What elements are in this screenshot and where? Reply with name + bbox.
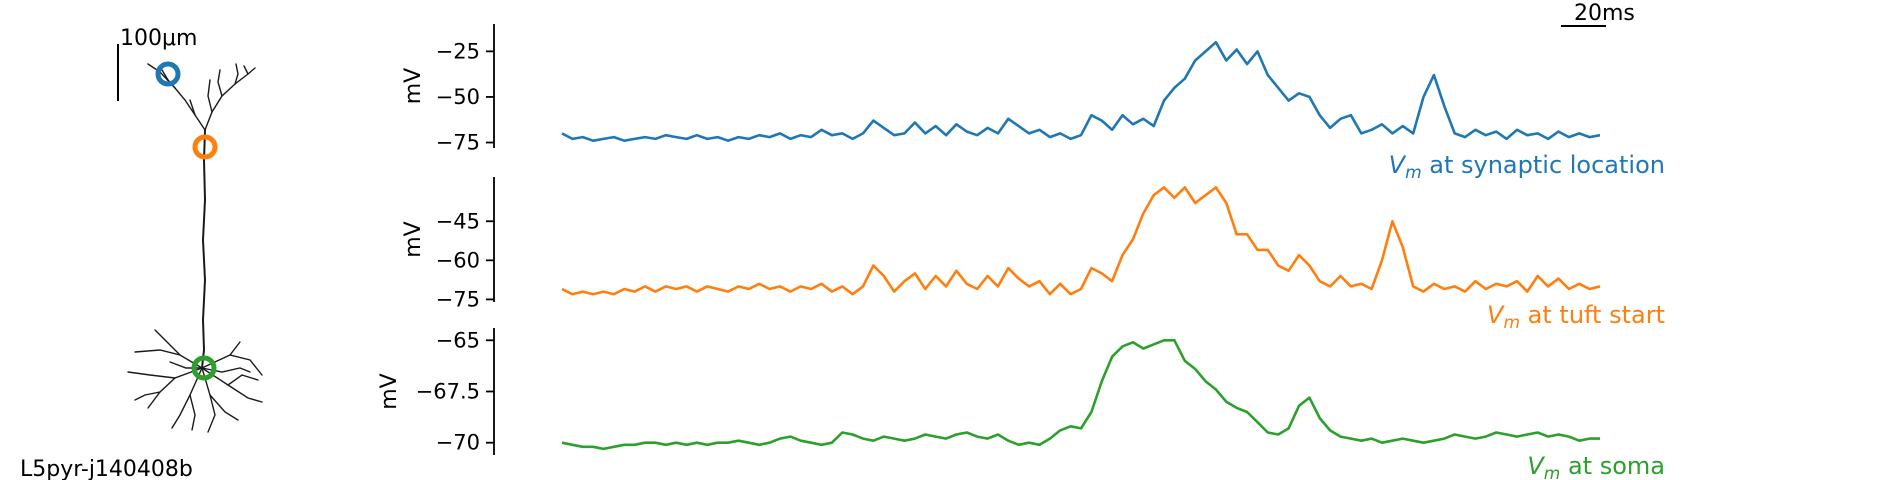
y-tick-label: −60 [436,248,480,272]
y-axis-label: mV [377,373,402,409]
y-tick-label: −75 [436,131,480,155]
synaptic-location-marker [155,61,181,87]
soma-marker [191,355,217,381]
y-tick-label: −70 [436,431,480,455]
neuron-scalebar-label: 100μm [120,26,197,51]
cell-name: L5pyr-j140408b [20,457,193,480]
trace-panel-1: −25 −50 −75 mV Vm at synaptic location [401,24,1665,183]
voltage-trace-line [561,40,1601,142]
voltage-trace-line [561,186,1601,296]
voltage-trace-panels: −25 −50 −75 mV Vm at synaptic location −45 −60… [377,24,1665,480]
y-tick-label: −25 [436,39,480,63]
y-axis-label: mV [401,221,426,257]
y-tick-label: −50 [436,85,480,109]
time-scalebar-label: 20ms [1574,1,1635,26]
y-axis-label: mV [401,68,426,104]
trace-panel-2: −45 −60 −75 mV Vm at tuft start [401,177,1665,333]
y-tick-label: −67.5 [416,380,480,404]
y-tick-label: −45 [436,209,480,233]
y-tick-label: −75 [436,287,480,311]
voltage-trace-line [561,338,1600,451]
trace-label: Vm at synaptic location [1389,151,1665,183]
trace-label: Vm at tuft start [1487,301,1665,333]
trace-panel-3: −65 −67.5 −70 mV Vm at soma [377,328,1665,480]
tuft-start-marker [192,134,218,160]
y-tick-label: −65 [436,328,480,352]
trace-label: Vm at soma [1527,452,1665,480]
neuron-morphology [127,63,263,433]
